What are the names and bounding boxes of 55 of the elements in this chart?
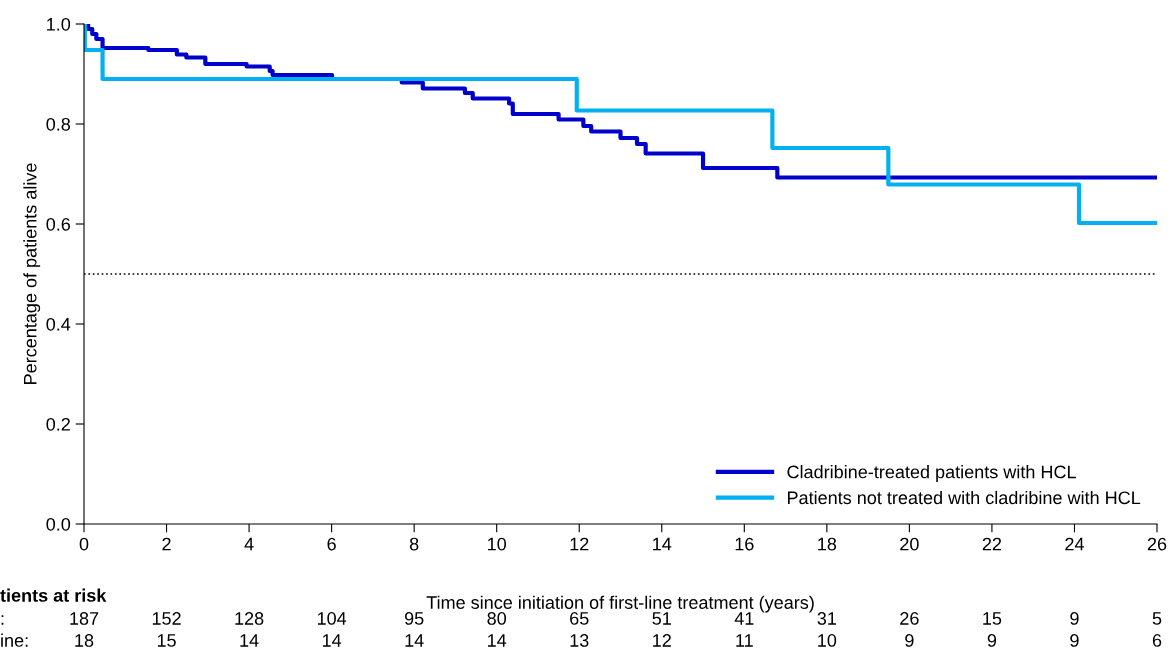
text: 51 xyxy=(652,612,671,625)
legend-label: Patients not treated with cladribine with HCL xyxy=(787,490,1141,505)
text: 128 xyxy=(235,612,264,625)
text: 65 xyxy=(570,612,589,625)
text: 104 xyxy=(317,612,347,625)
y-axis-title: Percentage of patients alive xyxy=(23,163,41,384)
text: 41 xyxy=(734,612,754,625)
text: 12 xyxy=(653,634,671,647)
text: 152 xyxy=(152,612,181,625)
y-tick-label: 0.8 xyxy=(46,117,71,131)
text: 13 xyxy=(570,634,589,647)
x-tick-label: 10 xyxy=(488,537,507,551)
text: 18 xyxy=(75,634,94,647)
text: 11 xyxy=(736,634,753,647)
text: ine: xyxy=(1,633,28,647)
x-tick-label: 4 xyxy=(244,537,254,551)
x-tick-label: 18 xyxy=(818,537,837,551)
text: 10 xyxy=(818,634,837,647)
y-tick-label: 0.4 xyxy=(46,317,71,331)
text: tients at risk xyxy=(0,588,107,602)
text: 31 xyxy=(817,612,837,625)
text: 9 xyxy=(987,634,997,647)
y-tick-label: 0.2 xyxy=(46,417,70,431)
y-tick-label: 0.0 xyxy=(46,517,71,531)
text: 5 xyxy=(1152,612,1162,625)
text: 95 xyxy=(404,612,424,625)
x-tick-label: 20 xyxy=(900,537,919,551)
text: 9 xyxy=(1070,612,1079,625)
x-tick-label: 8 xyxy=(409,537,419,551)
text: 15 xyxy=(157,634,176,647)
text: 26 xyxy=(900,612,919,625)
text: 14 xyxy=(240,634,259,647)
x-axis-title: Time since initiation of first-line treatment (years) xyxy=(426,595,814,613)
x-tick-label: 6 xyxy=(327,537,336,551)
text: 14 xyxy=(405,634,424,647)
text: 15 xyxy=(983,612,1002,625)
x-tick-label: 16 xyxy=(735,537,754,551)
y-tick-label: 1.0 xyxy=(47,17,71,31)
text: 6 xyxy=(1152,634,1162,647)
x-tick-label: 2 xyxy=(162,537,171,551)
x-tick-label: 0 xyxy=(79,537,89,551)
text: 14 xyxy=(322,634,342,647)
text: 80 xyxy=(487,612,507,625)
text: 9 xyxy=(905,634,914,647)
text: : xyxy=(1,615,4,625)
text: 14 xyxy=(488,634,507,647)
text: 187 xyxy=(70,612,99,625)
legend-label: Cladribine-treated patients with HCL xyxy=(787,465,1076,482)
y-tick-label: 0.6 xyxy=(46,217,71,231)
x-tick-label: 12 xyxy=(570,537,589,551)
x-tick-label: 14 xyxy=(653,537,672,551)
text: 9 xyxy=(1070,634,1079,647)
x-tick-label: 26 xyxy=(1147,537,1167,551)
x-tick-label: 24 xyxy=(1065,537,1084,551)
x-tick-label: 22 xyxy=(982,537,1002,551)
